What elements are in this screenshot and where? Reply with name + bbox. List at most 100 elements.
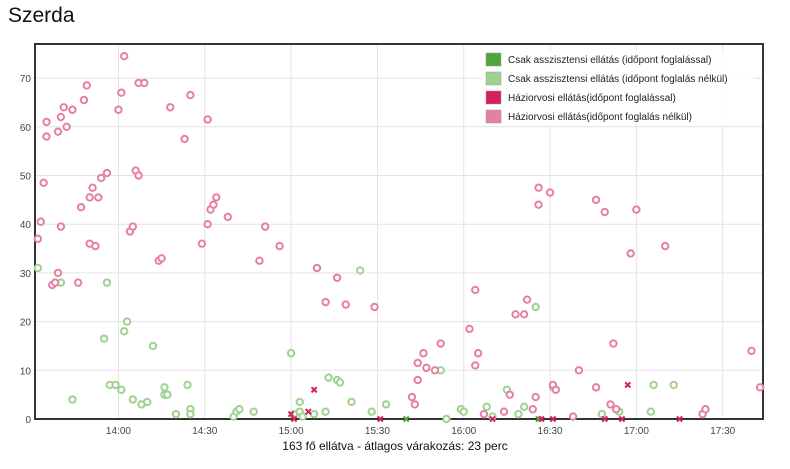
data-point xyxy=(212,193,221,202)
data-point xyxy=(413,358,422,368)
data-point xyxy=(649,380,658,390)
data-point xyxy=(309,409,319,419)
data-point xyxy=(235,405,244,414)
data-point xyxy=(42,117,51,127)
data-point xyxy=(376,415,384,423)
plot-frame xyxy=(34,43,764,420)
data-point xyxy=(519,402,529,412)
data-point xyxy=(601,415,609,423)
data-point xyxy=(471,361,480,370)
data-point xyxy=(186,409,195,419)
data-point xyxy=(53,127,63,136)
y-tick-label: 20 xyxy=(20,318,32,329)
data-point xyxy=(531,302,540,312)
data-point xyxy=(128,395,138,404)
data-point xyxy=(68,395,77,404)
data-point xyxy=(335,378,345,387)
data-point xyxy=(114,105,123,114)
data-point xyxy=(163,390,172,399)
data-point xyxy=(122,317,132,326)
data-point xyxy=(471,285,480,295)
data-point xyxy=(568,412,578,421)
x-tick-label: 17:00 xyxy=(624,426,649,437)
data-point xyxy=(534,200,543,209)
data-point xyxy=(73,278,83,287)
x-tick-label: 15:30 xyxy=(365,426,390,437)
data-point xyxy=(755,383,765,392)
data-point xyxy=(609,339,618,348)
y-tick-label: 70 xyxy=(20,74,32,85)
data-point xyxy=(180,134,189,144)
data-point xyxy=(367,407,376,416)
data-point xyxy=(33,263,43,273)
data-point xyxy=(310,386,318,394)
x-tick-label: 14:30 xyxy=(192,426,217,437)
legend-swatch xyxy=(485,52,502,67)
legend: Csak asszisztensi ellátás (időpont fogla… xyxy=(482,50,754,126)
data-point xyxy=(260,222,270,231)
y-tick-label: 10 xyxy=(20,366,32,377)
data-point xyxy=(534,183,543,192)
data-point xyxy=(203,219,212,229)
data-point xyxy=(528,405,538,414)
data-point xyxy=(33,234,43,244)
data-point xyxy=(370,302,379,312)
data-point xyxy=(519,310,529,319)
y-tick-label: 40 xyxy=(20,220,32,231)
data-point xyxy=(295,397,304,407)
x-tick-label: 16:30 xyxy=(538,426,563,437)
data-point xyxy=(549,415,557,423)
legend-entry: Háziorvosi ellátás(időpont foglalással) xyxy=(508,93,676,104)
data-point xyxy=(171,409,181,419)
data-point xyxy=(482,402,491,412)
legend-background xyxy=(482,50,754,126)
legend-entry: Csak asszisztensi ellátás (időpont fogla… xyxy=(508,55,711,66)
y-tick-label: 30 xyxy=(20,269,32,280)
data-point xyxy=(324,373,333,382)
data-point xyxy=(39,178,48,187)
data-point xyxy=(591,383,601,392)
data-point xyxy=(286,349,296,358)
y-tick-label: 0 xyxy=(25,415,31,426)
data-point xyxy=(436,339,445,348)
data-point xyxy=(551,385,561,394)
data-point xyxy=(341,300,350,309)
data-point xyxy=(597,409,607,419)
data-point xyxy=(514,409,523,419)
data-point xyxy=(203,115,212,124)
data-point xyxy=(56,222,66,231)
data-point xyxy=(82,81,91,90)
data-point xyxy=(355,266,365,275)
data-point xyxy=(148,341,158,351)
data-point xyxy=(56,112,66,122)
data-point xyxy=(321,297,330,307)
data-point xyxy=(522,295,532,304)
data-point xyxy=(120,51,129,61)
data-point xyxy=(545,188,555,197)
data-point xyxy=(701,405,710,414)
x-tick-label: 17:30 xyxy=(710,426,735,437)
legend-entry: Csak asszisztensi ellátás (időpont fogla… xyxy=(508,74,728,85)
data-point xyxy=(600,207,609,217)
data-point xyxy=(538,415,545,423)
data-point xyxy=(186,90,195,100)
data-point xyxy=(505,390,514,399)
data-point xyxy=(531,392,540,402)
x-tick-label: 16:00 xyxy=(451,426,476,437)
data-point xyxy=(606,400,615,409)
data-point xyxy=(381,400,391,409)
data-point xyxy=(120,327,129,336)
data-point xyxy=(36,217,45,226)
data-point xyxy=(402,415,410,423)
data-point xyxy=(91,241,100,251)
data-point xyxy=(140,78,149,88)
y-tick-label: 50 xyxy=(20,171,32,182)
data-point xyxy=(632,205,641,214)
data-point xyxy=(612,405,621,414)
chart-title: Szerda xyxy=(8,4,75,27)
data-point xyxy=(249,407,258,416)
data-point xyxy=(143,397,152,407)
data-point xyxy=(618,415,626,423)
data-point xyxy=(50,278,60,287)
data-point xyxy=(646,407,655,416)
